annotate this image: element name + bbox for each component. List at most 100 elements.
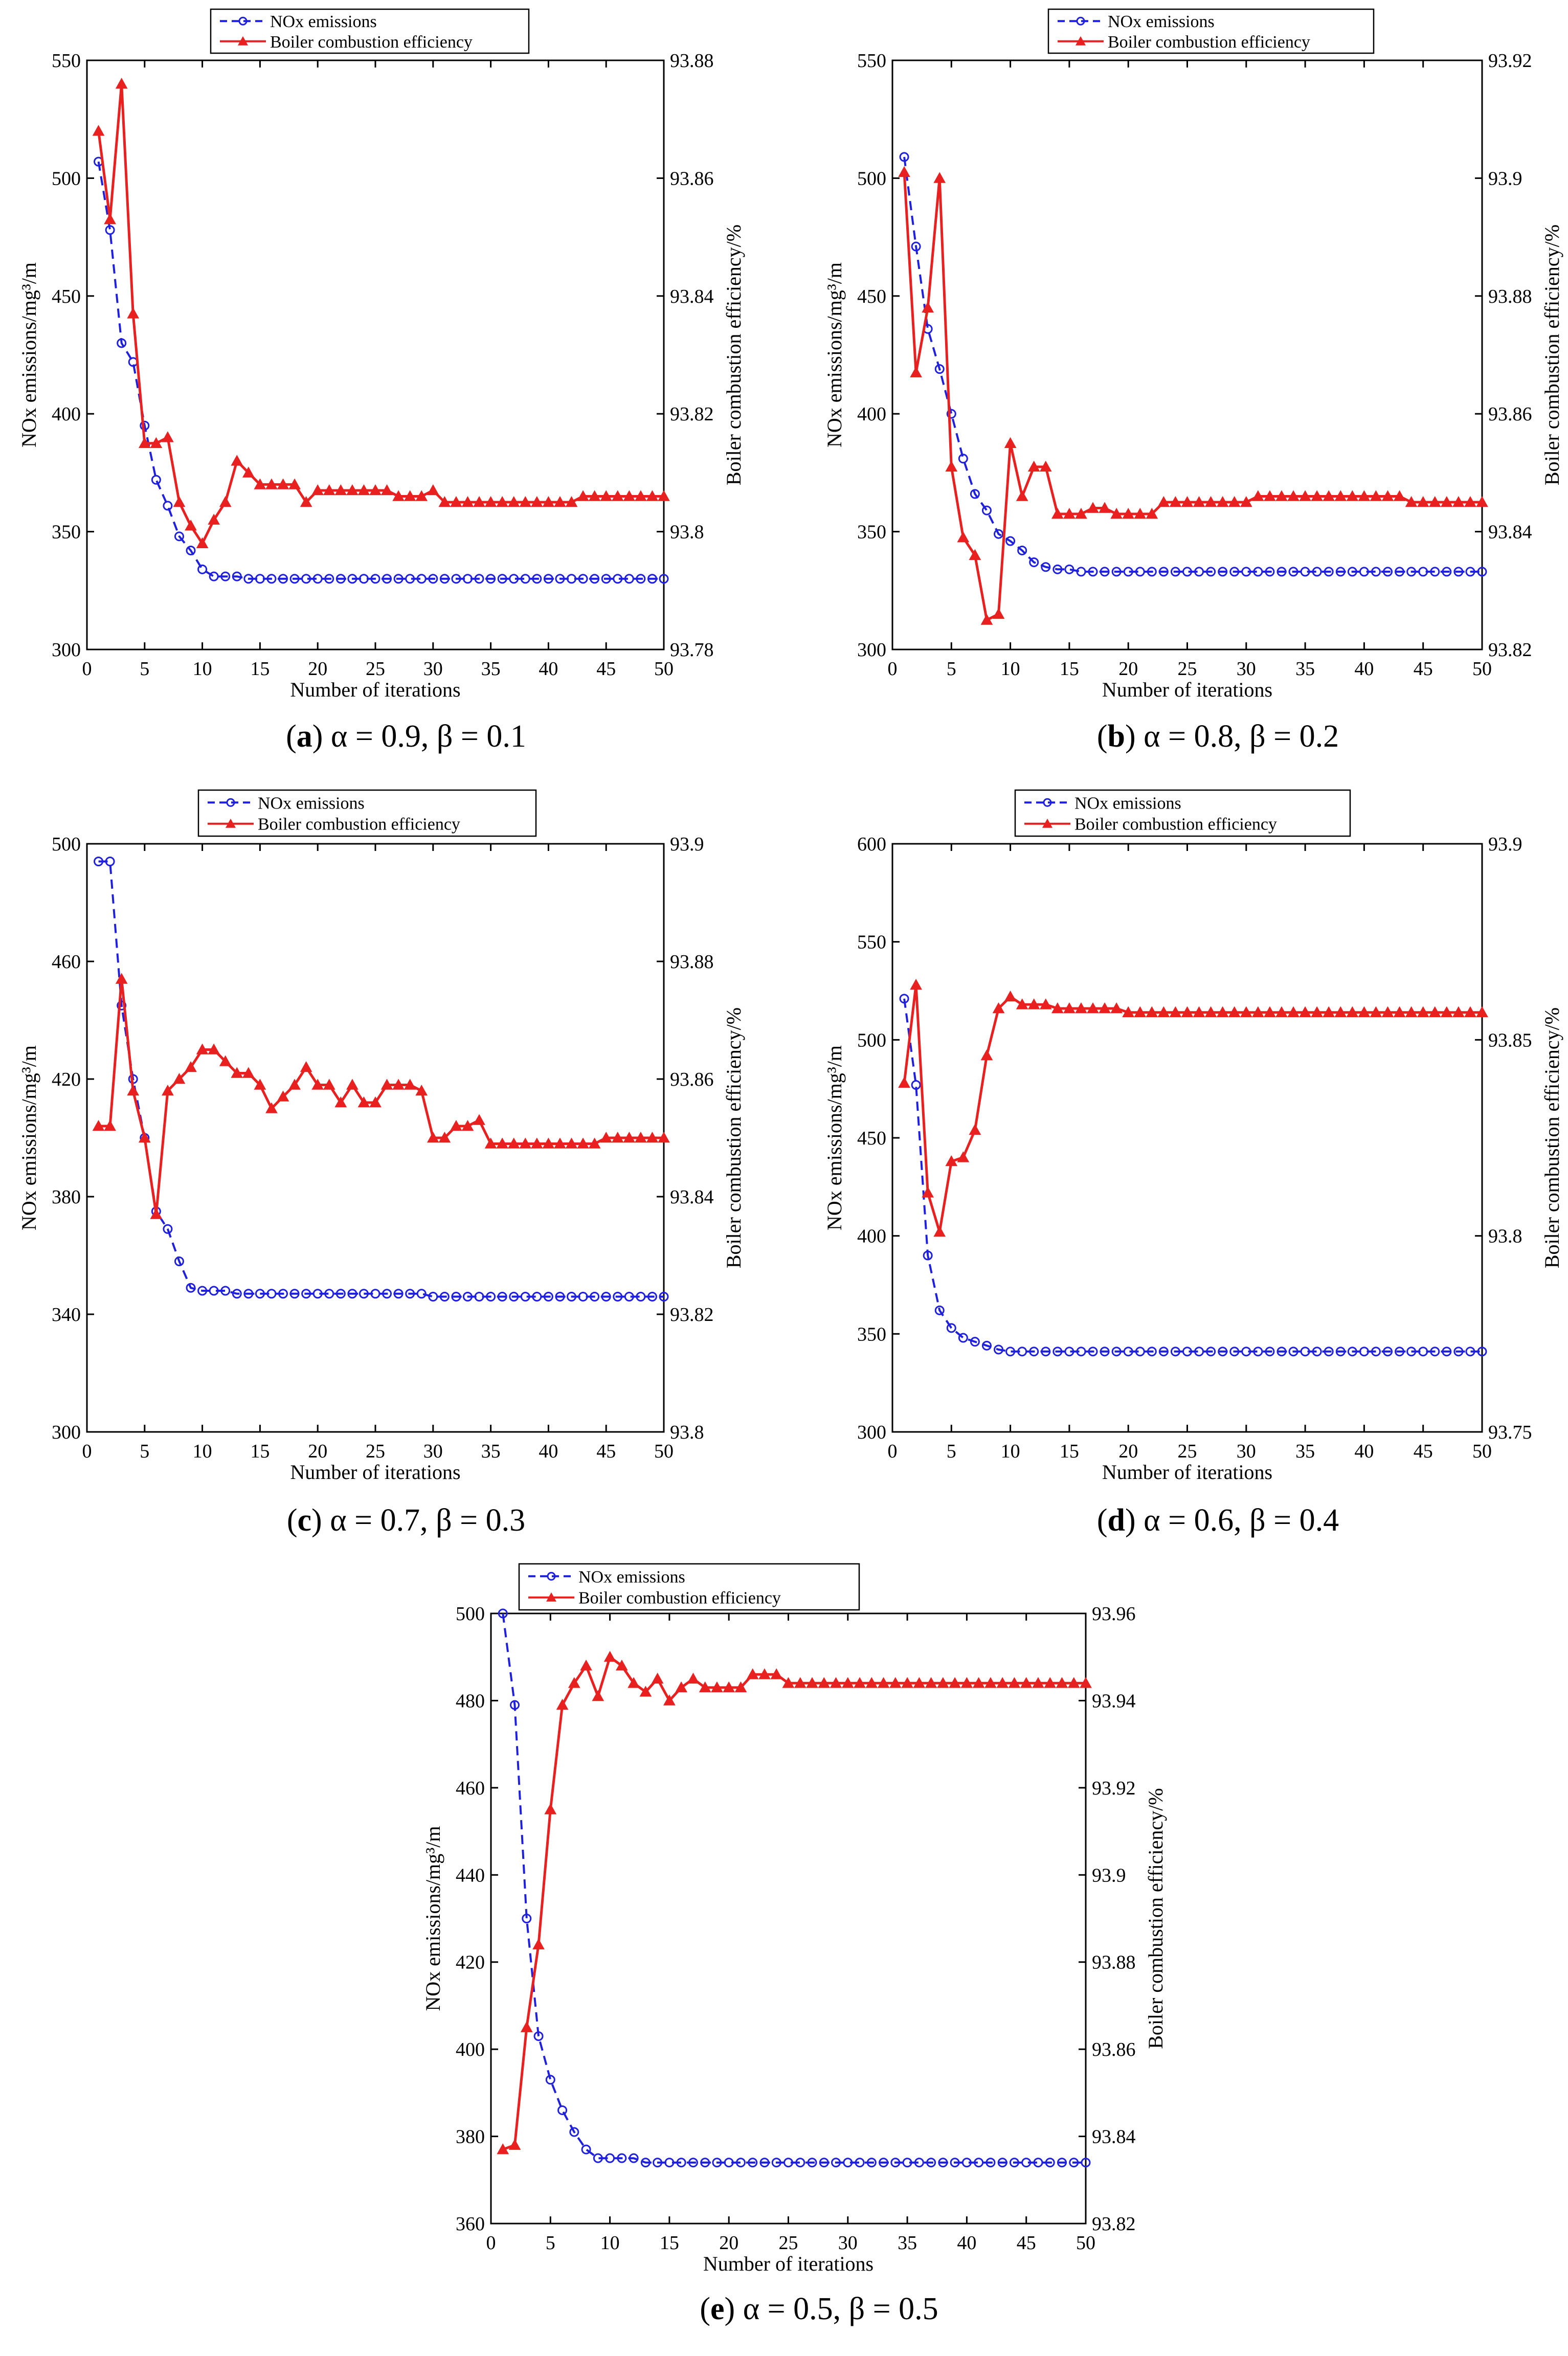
y2-tick-label: 93.75: [1488, 1422, 1532, 1443]
y2-tick-label: 93.84: [670, 286, 714, 307]
efficiency-point: [380, 484, 393, 496]
y-tick-label: 340: [52, 1304, 81, 1326]
y2-tick-label: 93.82: [670, 403, 714, 425]
nox-point: [1442, 1347, 1452, 1357]
chart-caption: (b) α = 0.8, β = 0.2: [1097, 719, 1339, 754]
efficiency-point: [1122, 508, 1135, 519]
nox-point: [1111, 567, 1122, 577]
efficiency-point: [980, 1049, 993, 1061]
efficiency-point: [1193, 496, 1205, 507]
chart-b: 0 5 10 15 20 25 30 35 40 45 50 300 350 400 450 500 550 93…: [823, 8, 1563, 754]
efficiency-point: [1075, 508, 1087, 519]
y-tick-label: 360: [456, 2213, 485, 2235]
nox-point: [1218, 567, 1228, 577]
y2-tick-label: 93.86: [1488, 403, 1532, 425]
nox-point: [197, 1286, 208, 1296]
nox-point: [1276, 1347, 1287, 1357]
x-axis-label: Number of iterations: [1102, 678, 1272, 701]
efficiency-point: [734, 1681, 747, 1693]
efficiency-point: [115, 78, 128, 89]
efficiency-point: [580, 1659, 592, 1671]
chart-caption: (d) α = 0.6, β = 0.4: [1097, 1503, 1339, 1538]
x-tick-label: 20: [308, 1441, 327, 1462]
nox-point: [1005, 536, 1016, 546]
efficiency-point: [1122, 1006, 1135, 1017]
nox-point: [1076, 1347, 1086, 1357]
efficiency-point: [616, 1659, 628, 1671]
efficiency-point: [1099, 502, 1111, 513]
y-tick-label: 500: [857, 1029, 886, 1051]
nox-point: [359, 574, 369, 584]
y2-tick-label: 93.9: [670, 834, 704, 855]
efficiency-point: [496, 496, 509, 507]
y-tick-label: 400: [456, 2039, 485, 2060]
x-tick-label: 45: [1017, 2232, 1036, 2254]
efficiency-point: [658, 1131, 670, 1143]
efficiency-point: [1193, 1006, 1205, 1017]
efficiency-point: [922, 301, 934, 313]
efficiency-point: [854, 1677, 866, 1688]
efficiency-point: [1134, 1006, 1147, 1017]
efficiency-point: [1311, 490, 1324, 501]
efficiency-point: [1027, 460, 1040, 472]
nox-point: [1111, 1347, 1122, 1357]
nox-point: [1359, 1347, 1369, 1357]
nox-point: [636, 574, 646, 584]
y-tick-label: 380: [456, 2126, 485, 2148]
nox-point: [613, 574, 623, 584]
efficiency-point: [898, 166, 910, 177]
efficiency-point: [1334, 1006, 1347, 1017]
nox-point: [911, 1080, 921, 1090]
x-tick-label: 0: [82, 1441, 92, 1462]
nox-point: [1033, 2158, 1043, 2168]
nox-point: [405, 1289, 415, 1299]
nox-point: [640, 2158, 651, 2168]
efficiency-point: [577, 490, 589, 501]
nox-point: [174, 1256, 184, 1266]
efficiency-point: [554, 496, 566, 507]
nox-point: [961, 2158, 972, 2168]
efficiency-point: [646, 1131, 659, 1143]
nox-point: [1347, 1347, 1357, 1357]
efficiency-point: [639, 1686, 652, 1697]
efficiency-point: [380, 1079, 393, 1090]
efficiency-point: [138, 437, 151, 448]
efficiency-point: [1240, 1006, 1252, 1017]
nox-point: [938, 2158, 948, 2168]
y2-tick-label: 93.88: [670, 951, 714, 973]
efficiency-point: [1264, 490, 1276, 501]
efficiency-point: [1358, 490, 1371, 501]
nox-point: [914, 2158, 924, 2168]
nox-point: [578, 574, 588, 584]
efficiency-point: [1323, 490, 1335, 501]
nox-point: [1477, 1347, 1487, 1357]
efficiency-point: [334, 1096, 347, 1108]
y-tick-label: 480: [456, 1690, 485, 1712]
efficiency-point: [1169, 1006, 1182, 1017]
efficiency-point: [1039, 460, 1052, 472]
nox-point: [926, 2158, 936, 2168]
efficiency-point: [992, 1002, 1005, 1014]
nox-point: [324, 574, 334, 584]
efficiency-point: [1075, 1002, 1087, 1014]
efficiency-point: [1334, 490, 1347, 501]
efficiency-point: [898, 1076, 910, 1088]
efficiency-point: [138, 1131, 151, 1143]
nox-point: [382, 1289, 392, 1299]
y-tick-label: 500: [52, 168, 81, 189]
x-tick-label: 25: [1178, 1441, 1197, 1462]
efficiency-point: [922, 1186, 934, 1198]
efficiency-point: [1204, 496, 1217, 507]
x-tick-label: 50: [1076, 2232, 1095, 2254]
y2-axis-label: Boiler combustion efficiency/%: [722, 225, 745, 485]
nox-point: [347, 1289, 357, 1299]
x-tick-label: 20: [1118, 658, 1138, 680]
y-axis-label: NOx emissions/mg³/m: [17, 262, 40, 447]
nox-point: [1371, 1347, 1381, 1357]
legend-nox-label: NOx emissions: [1108, 12, 1215, 31]
x-tick-label: 10: [1001, 658, 1020, 680]
efficiency-point: [1080, 1677, 1092, 1688]
efficiency-point: [542, 1137, 555, 1149]
nox-point: [186, 545, 196, 555]
efficiency-point: [925, 1677, 937, 1688]
